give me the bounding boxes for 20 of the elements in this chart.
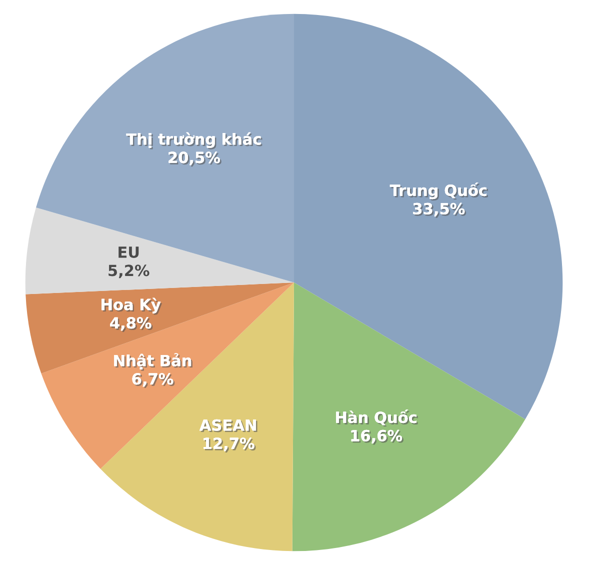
- pie-slice: [36, 14, 294, 282]
- slice-label: Hoa Kỳ: [102, 298, 162, 315]
- pie-slice: [26, 282, 294, 374]
- data-label: 33,5%: [413, 202, 466, 218]
- data-label: 5,2%: [108, 264, 150, 278]
- slice-label: Trung Quốc: [390, 182, 488, 201]
- pie-slice: [41, 282, 294, 469]
- slice-label: EU: [118, 246, 139, 258]
- data-label: 4,8%: [110, 317, 153, 332]
- slice-label: Thị trường khác: [126, 132, 262, 150]
- pie-slice: [100, 282, 294, 552]
- slice-label: Hàn Quốc: [336, 410, 418, 427]
- slice-label: Nhật Bản: [114, 353, 192, 371]
- pie-slice: [292, 282, 526, 552]
- slice-label: ASEAN: [199, 419, 258, 432]
- data-label: 20,5%: [168, 152, 222, 167]
- data-label: 12,7%: [204, 438, 256, 452]
- pie-slice: [25, 208, 294, 294]
- data-label: 6,7%: [132, 373, 175, 388]
- data-label: 16,6%: [351, 430, 404, 445]
